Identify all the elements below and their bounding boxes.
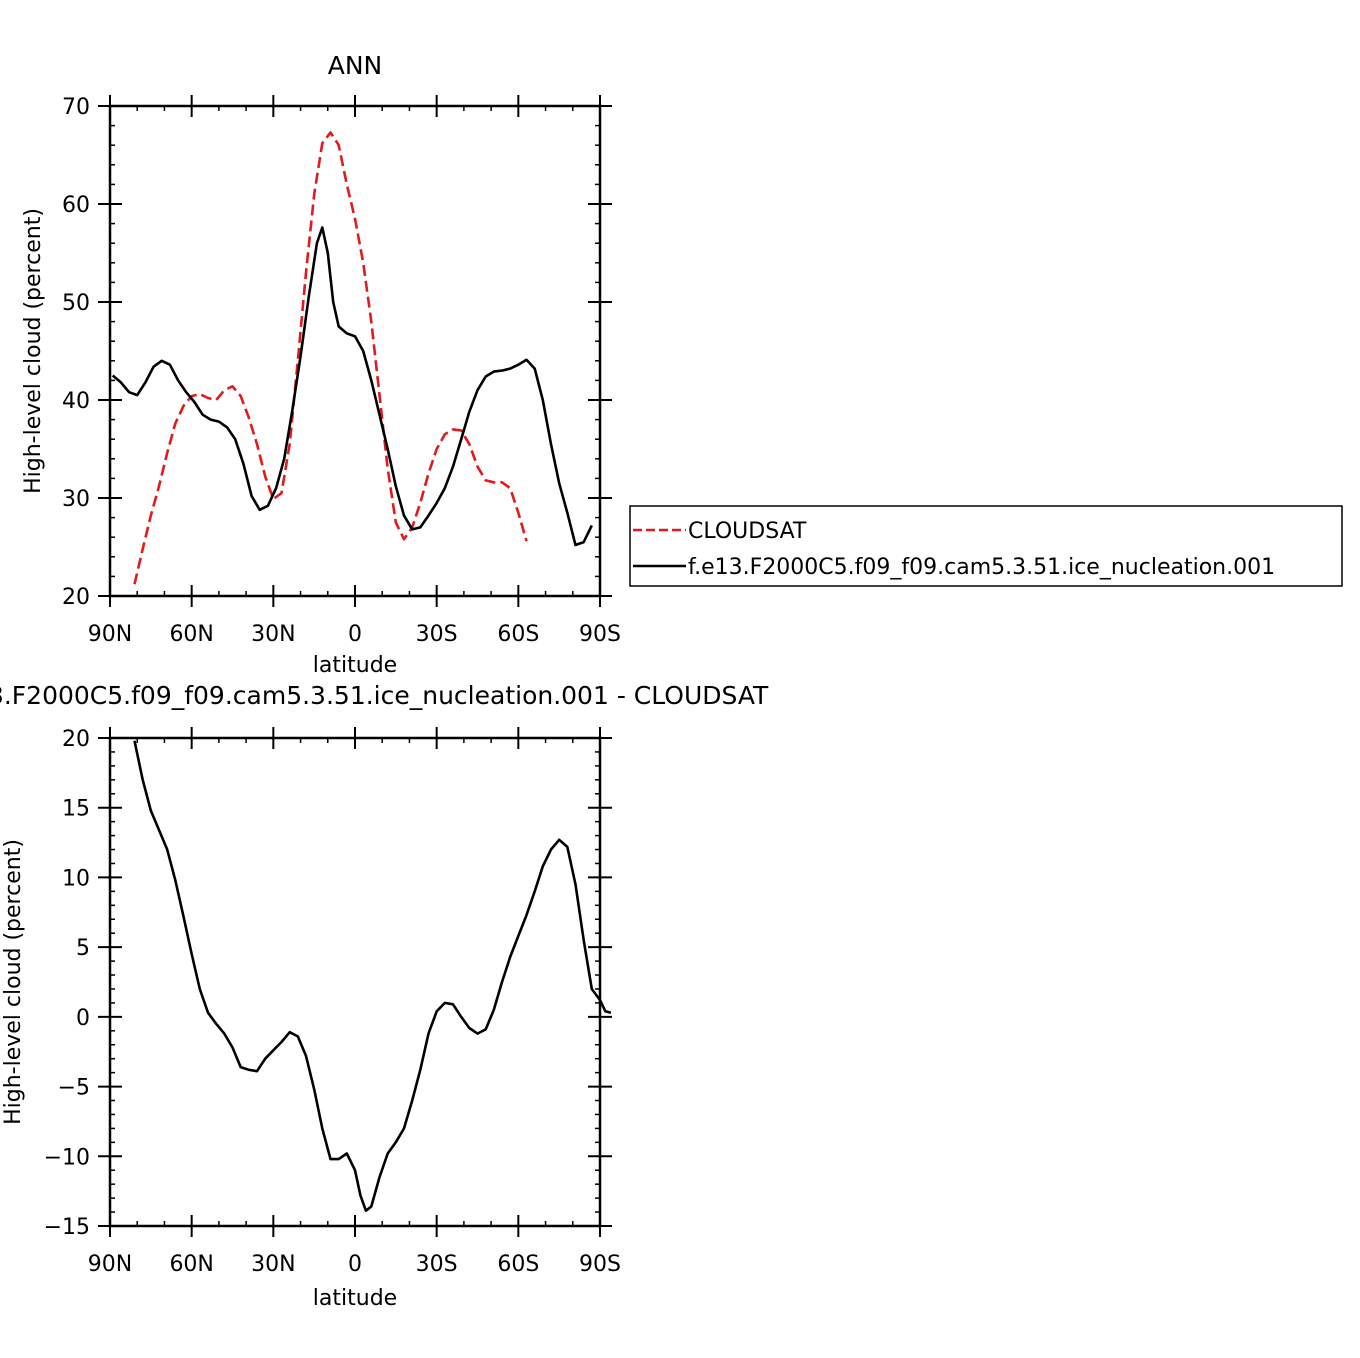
top-chart: ANN 90N 60N 30N 0 30S 60S 90S 20 30 40 50 60 70 lati…: [21, 51, 1343, 678]
bottom-y-tick-label: −5: [58, 1076, 90, 1101]
bottom-chart-series: [133, 740, 612, 1212]
top-x-tick-label: 30N: [251, 622, 295, 647]
bottom-chart-ylabel: High-level cloud (percent): [1, 839, 26, 1125]
top-chart-frame: [108, 104, 602, 598]
top-x-tick-label: 90N: [88, 622, 132, 647]
legend: CLOUDSAT f.e13.F2000C5.f09_f09.cam5.3.51…: [629, 505, 1343, 587]
bottom-x-tick-label: 60N: [169, 1252, 213, 1277]
top-y-tick-label: 60: [62, 193, 90, 218]
bottom-y-tick-label: 15: [62, 797, 90, 822]
bottom-y-tick-label: 5: [76, 936, 90, 961]
bottom-chart-frame: [108, 736, 602, 1228]
top-series-line-0: [133, 131, 528, 585]
bottom-series-line-0: [133, 740, 612, 1212]
top-chart-axes: 90N 60N 30N 0 30S 60S 90S 20 30 40 50 60 70: [62, 95, 621, 647]
bottom-chart-xlabel: latitude: [313, 1286, 397, 1311]
bottom-chart-title: f.e13.F2000C5.f09_f09.cam5.3.51.ice_nucl…: [0, 681, 769, 710]
bottom-x-tick-label: 60S: [497, 1252, 539, 1277]
top-x-tick-label: 30S: [416, 622, 458, 647]
top-x-tick-label: 60S: [497, 622, 539, 647]
bottom-x-tick-label: 90S: [579, 1252, 621, 1277]
top-y-tick-label: 20: [62, 585, 90, 610]
legend-label-model: f.e13.F2000C5.f09_f09.cam5.3.51.ice_nucl…: [688, 555, 1275, 580]
top-y-tick-label: 40: [62, 389, 90, 414]
legend-label-cloudsat: CLOUDSAT: [688, 519, 807, 544]
bottom-x-tick-label: 30N: [251, 1252, 295, 1277]
top-x-tick-label: 0: [348, 622, 362, 647]
top-series-line-1: [111, 226, 593, 547]
top-chart-title: ANN: [328, 51, 383, 80]
bottom-y-tick-label: −15: [44, 1215, 90, 1240]
bottom-y-tick-label: 20: [62, 727, 90, 752]
bottom-x-tick-label: 30S: [416, 1252, 458, 1277]
top-chart-ylabel: High-level cloud (percent): [21, 208, 46, 494]
top-y-tick-label: 70: [62, 95, 90, 120]
bottom-y-tick-label: 0: [76, 1006, 90, 1031]
bottom-x-tick-label: 90N: [88, 1252, 132, 1277]
legend-box: [629, 505, 1343, 587]
top-chart-series: [111, 131, 593, 585]
bottom-x-tick-label: 0: [348, 1252, 362, 1277]
top-y-tick-label: 50: [62, 291, 90, 316]
bottom-y-tick-label: −10: [44, 1145, 90, 1170]
top-chart-xlabel: latitude: [313, 653, 397, 678]
bottom-chart-axes: 90N 60N 30N 0 30S 60S 90S −15 −10 −5 0 5 10 15 20: [44, 727, 621, 1277]
top-x-tick-label: 60N: [169, 622, 213, 647]
bottom-chart: f.e13.F2000C5.f09_f09.cam5.3.51.ice_nucl…: [0, 681, 769, 1311]
top-x-tick-label: 90S: [579, 622, 621, 647]
top-y-tick-label: 30: [62, 487, 90, 512]
bottom-y-tick-label: 10: [62, 866, 90, 891]
